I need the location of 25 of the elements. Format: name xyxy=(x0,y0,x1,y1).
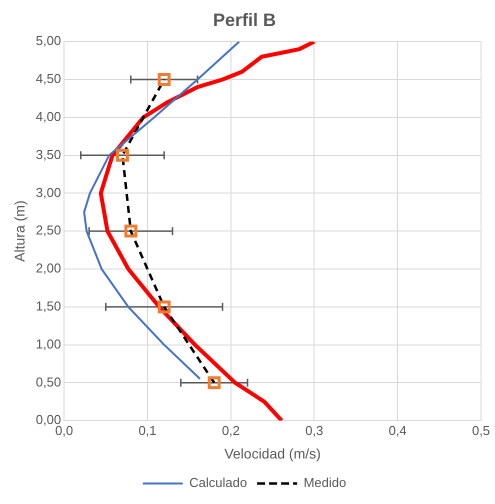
y-tick-label: 4,50 xyxy=(36,71,62,86)
point xyxy=(158,73,171,86)
x-tick-label: 0,4 xyxy=(388,422,407,438)
y-axis-title: Altura (m) xyxy=(11,200,28,262)
y-tick-label: 3,50 xyxy=(36,146,62,162)
y-tick-label: 2,00 xyxy=(36,260,62,276)
legend-label: Medido xyxy=(304,475,346,490)
point xyxy=(124,224,138,238)
point xyxy=(208,376,221,390)
x-axis-title: Velocidad (m/s) xyxy=(224,445,321,462)
x-tick-label: 0,5 xyxy=(472,422,490,438)
chart-title: Perfil B xyxy=(212,10,276,30)
y-tick-label: 1,50 xyxy=(36,298,62,314)
legend-label: Calculado xyxy=(189,475,248,490)
y-tick-label: 2,50 xyxy=(36,222,62,238)
x-tick-label: 0,2 xyxy=(222,422,240,438)
y-tick-label: 3,00 xyxy=(36,184,62,200)
x-tick-label: 0,3 xyxy=(305,422,324,438)
point xyxy=(158,300,171,314)
y-tick-label: 4,00 xyxy=(36,108,62,124)
y-tick-label: 5,00 xyxy=(36,33,62,48)
y-tick-label: 0,50 xyxy=(36,374,62,390)
x-tick-label: 0,1 xyxy=(138,422,157,438)
point xyxy=(116,148,129,162)
y-tick-label: 1,00 xyxy=(36,336,62,352)
